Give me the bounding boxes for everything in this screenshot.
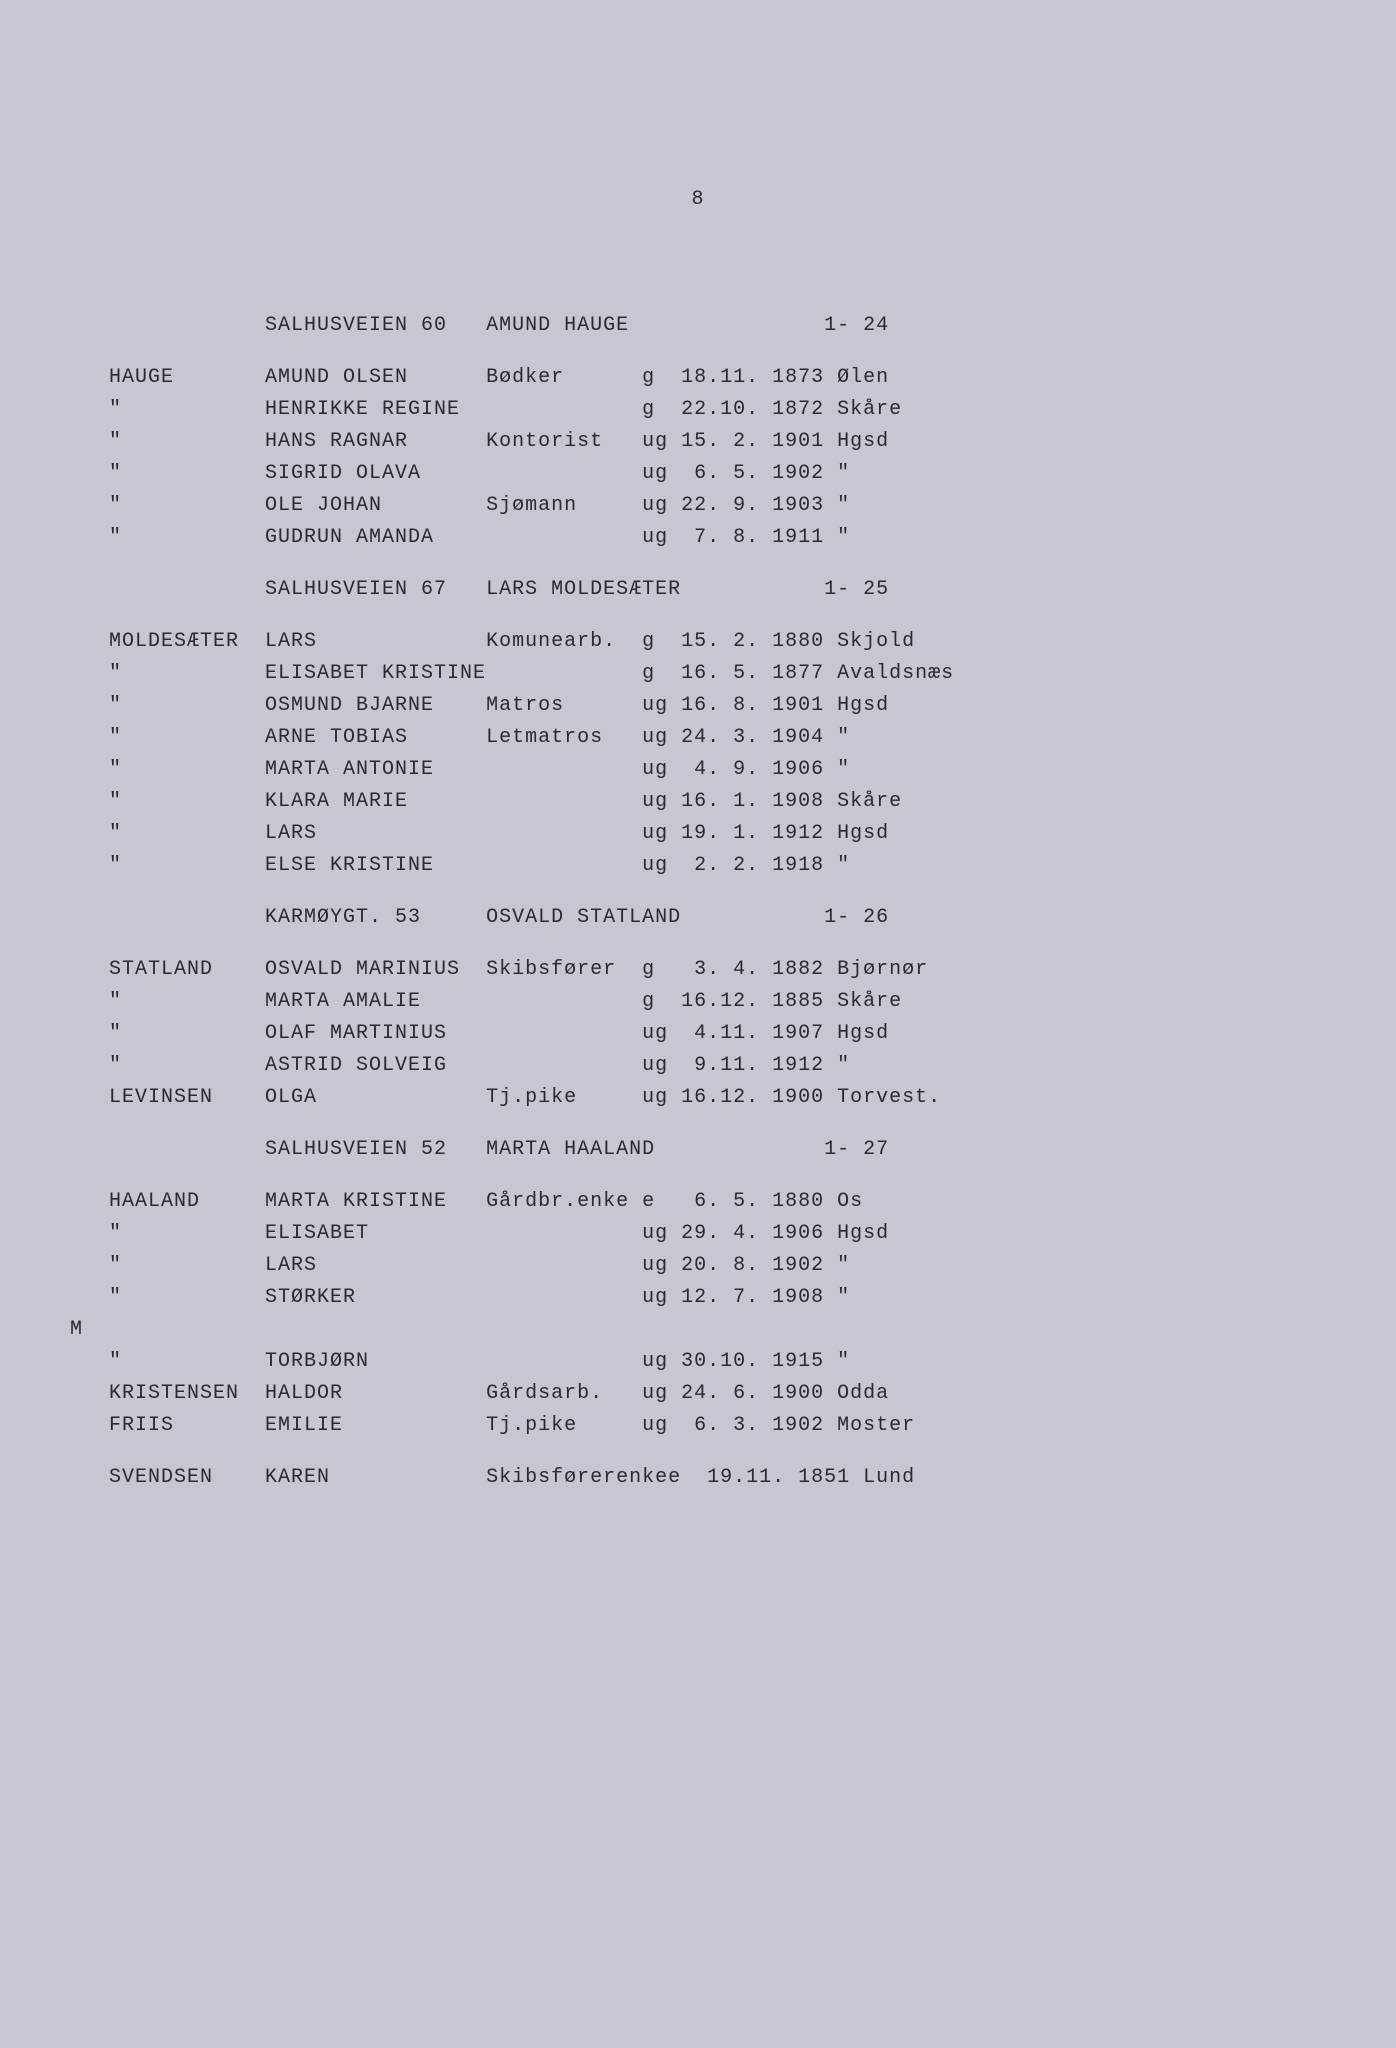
blank-line: [70, 1442, 1326, 1462]
table-row: STATLAND OSVALD MARINIUS Skibsfører g 3.…: [70, 954, 1326, 986]
blank-line: [70, 606, 1326, 626]
blank-line: [70, 1114, 1326, 1134]
blank-line: [70, 1166, 1326, 1186]
table-row: " ASTRID SOLVEIG ug 9.11. 1912 ": [70, 1050, 1326, 1082]
table-row: FRIIS EMILIE Tj.pike ug 6. 3. 1902 Moste…: [70, 1410, 1326, 1442]
table-row: " HENRIKKE REGINE g 22.10. 1872 Skåre: [70, 394, 1326, 426]
blank-line: [70, 934, 1326, 954]
blank-line: [70, 882, 1326, 902]
document-body: SALHUSVEIEN 60 AMUND HAUGE 1- 24 HAUGE A…: [70, 310, 1326, 1494]
document-page: 8 SALHUSVEIEN 60 AMUND HAUGE 1- 24 HAUGE…: [0, 0, 1396, 1606]
table-row: KRISTENSEN HALDOR Gårdsarb. ug 24. 6. 19…: [70, 1378, 1326, 1410]
table-row: " ARNE TOBIAS Letmatros ug 24. 3. 1904 ": [70, 722, 1326, 754]
section-header: SALHUSVEIEN 67 LARS MOLDESÆTER 1- 25: [70, 574, 1326, 606]
table-row: LEVINSEN OLGA Tj.pike ug 16.12. 1900 Tor…: [70, 1082, 1326, 1114]
table-row: " OLAF MARTINIUS ug 4.11. 1907 Hgsd: [70, 1018, 1326, 1050]
section-header: SALHUSVEIEN 52 MARTA HAALAND 1- 27: [70, 1134, 1326, 1166]
table-row: SVENDSEN KAREN Skibsførerenkee 19.11. 18…: [70, 1462, 1326, 1494]
table-row: " LARS ug 19. 1. 1912 Hgsd: [70, 818, 1326, 850]
table-row: " HANS RAGNAR Kontorist ug 15. 2. 1901 H…: [70, 426, 1326, 458]
table-row: " LARS ug 20. 8. 1902 ": [70, 1250, 1326, 1282]
table-row: " ELISABET ug 29. 4. 1906 Hgsd: [70, 1218, 1326, 1250]
table-row: MOLDESÆTER LARS Komunearb. g 15. 2. 1880…: [70, 626, 1326, 658]
page-number: 8: [70, 184, 1326, 216]
table-row: " MARTA ANTONIE ug 4. 9. 1906 ": [70, 754, 1326, 786]
table-row: " ELSE KRISTINE ug 2. 2. 1918 ": [70, 850, 1326, 882]
section-header: KARMØYGT. 53 OSVALD STATLAND 1- 26: [70, 902, 1326, 934]
table-row: " OSMUND BJARNE Matros ug 16. 8. 1901 Hg…: [70, 690, 1326, 722]
table-row: " TORBJØRN ug 30.10. 1915 ": [70, 1346, 1326, 1378]
table-row: " GUDRUN AMANDA ug 7. 8. 1911 ": [70, 522, 1326, 554]
table-row: " ELISABET KRISTINE g 16. 5. 1877 Avalds…: [70, 658, 1326, 690]
table-row: HAUGE AMUND OLSEN Bødker g 18.11. 1873 Ø…: [70, 362, 1326, 394]
table-row: HAALAND MARTA KRISTINE Gårdbr.enke e 6. …: [70, 1186, 1326, 1218]
table-row: " OLE JOHAN Sjømann ug 22. 9. 1903 ": [70, 490, 1326, 522]
table-row: " STØRKER ug 12. 7. 1908 ": [70, 1282, 1326, 1314]
table-row: " MARTA AMALIE g 16.12. 1885 Skåre: [70, 986, 1326, 1018]
table-row: " SIGRID OLAVA ug 6. 5. 1902 ": [70, 458, 1326, 490]
blank-line: [70, 342, 1326, 362]
blank-line: [70, 554, 1326, 574]
section-header: SALHUSVEIEN 60 AMUND HAUGE 1- 24: [70, 310, 1326, 342]
margin-note: M: [70, 1314, 1326, 1346]
table-row: " KLARA MARIE ug 16. 1. 1908 Skåre: [70, 786, 1326, 818]
